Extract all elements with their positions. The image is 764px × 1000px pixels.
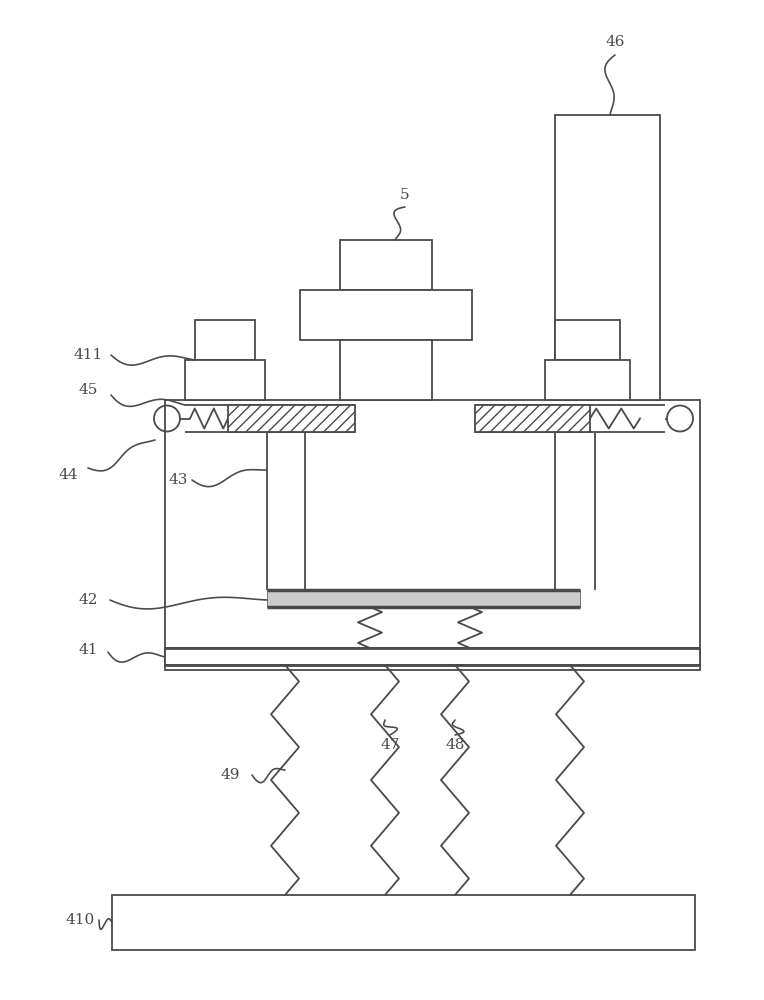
Bar — [267, 590, 580, 607]
Text: 42: 42 — [78, 593, 98, 607]
Bar — [555, 115, 660, 400]
Bar — [340, 340, 432, 400]
Bar — [545, 360, 630, 400]
Text: 411: 411 — [73, 348, 102, 362]
Text: 47: 47 — [380, 738, 400, 752]
Text: 41: 41 — [78, 643, 98, 657]
Text: 44: 44 — [58, 468, 78, 482]
Text: 49: 49 — [220, 768, 240, 782]
Text: 43: 43 — [168, 473, 188, 487]
Text: 48: 48 — [445, 738, 465, 752]
Bar — [340, 240, 432, 290]
Text: 5: 5 — [400, 188, 410, 202]
Text: 410: 410 — [66, 913, 95, 927]
Bar — [300, 290, 472, 340]
Bar — [228, 405, 355, 432]
Bar — [475, 405, 590, 432]
Bar — [165, 648, 700, 665]
Bar — [555, 320, 620, 360]
Bar — [165, 400, 700, 670]
Text: 46: 46 — [605, 35, 625, 49]
Bar — [112, 895, 695, 950]
Bar — [195, 320, 255, 360]
Bar — [185, 360, 265, 400]
Text: 45: 45 — [79, 383, 98, 397]
